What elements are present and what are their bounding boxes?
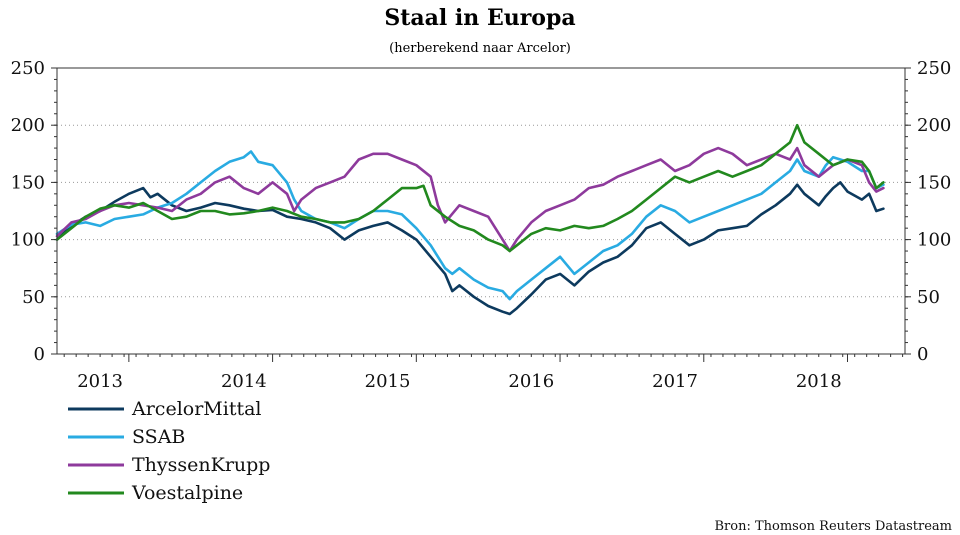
series-line-voestalpine: [55, 123, 885, 253]
plot-frame: [56, 67, 906, 355]
x-tick-label: 2015: [365, 371, 411, 392]
series-line-ssab: [55, 150, 885, 301]
series-line-thyssenkrupp: [55, 146, 885, 253]
y-axis-left: 0 50 100 150 200 250: [11, 58, 57, 365]
chart-title: Staal in Europa: [384, 5, 575, 31]
y-tick-label-left: 100: [11, 230, 45, 251]
chart-subtitle: (herberekend naar Arcelor): [389, 41, 571, 56]
y-tick-label-right: 150: [917, 172, 951, 193]
y-tick-label-left: 250: [11, 58, 45, 79]
x-tick-label: 2017: [652, 371, 698, 392]
y-axis-right: 0 50 100 150 200 250: [905, 58, 951, 365]
legend-label-voestalpine: Voestalpine: [131, 482, 243, 504]
series-lines: [55, 123, 885, 316]
y-tick-label-right: 50: [917, 287, 940, 308]
y-tick-label-left: 150: [11, 172, 45, 193]
x-tick-label: 2013: [77, 371, 123, 392]
series-line-arcelormittal: [55, 181, 885, 316]
y-tick-label-right: 100: [917, 230, 951, 251]
x-tick-label: 2014: [221, 371, 267, 392]
y-tick-label-left: 0: [34, 344, 45, 365]
y-tick-label-left: 200: [11, 115, 45, 136]
x-axis: 2013 2014 2015 2016 2017 2018: [63, 354, 904, 392]
gridlines: [57, 124, 905, 298]
y-tick-label-right: 200: [917, 115, 951, 136]
y-tick-label-right: 250: [917, 58, 951, 79]
x-tick-label: 2018: [796, 371, 842, 392]
y-tick-label-left: 50: [22, 287, 45, 308]
x-tick-label: 2016: [508, 371, 554, 392]
legend-label-arcelormittal: ArcelorMittal: [131, 398, 262, 420]
legend-label-ssab: SSAB: [132, 426, 185, 448]
y-tick-label-right: 0: [917, 344, 928, 365]
legend: ArcelorMittal SSAB ThyssenKrupp Voestalpine: [68, 398, 270, 504]
legend-label-thyssenkrupp: ThyssenKrupp: [132, 454, 270, 476]
source-note: Bron: Thomson Reuters Datastream: [715, 519, 953, 534]
